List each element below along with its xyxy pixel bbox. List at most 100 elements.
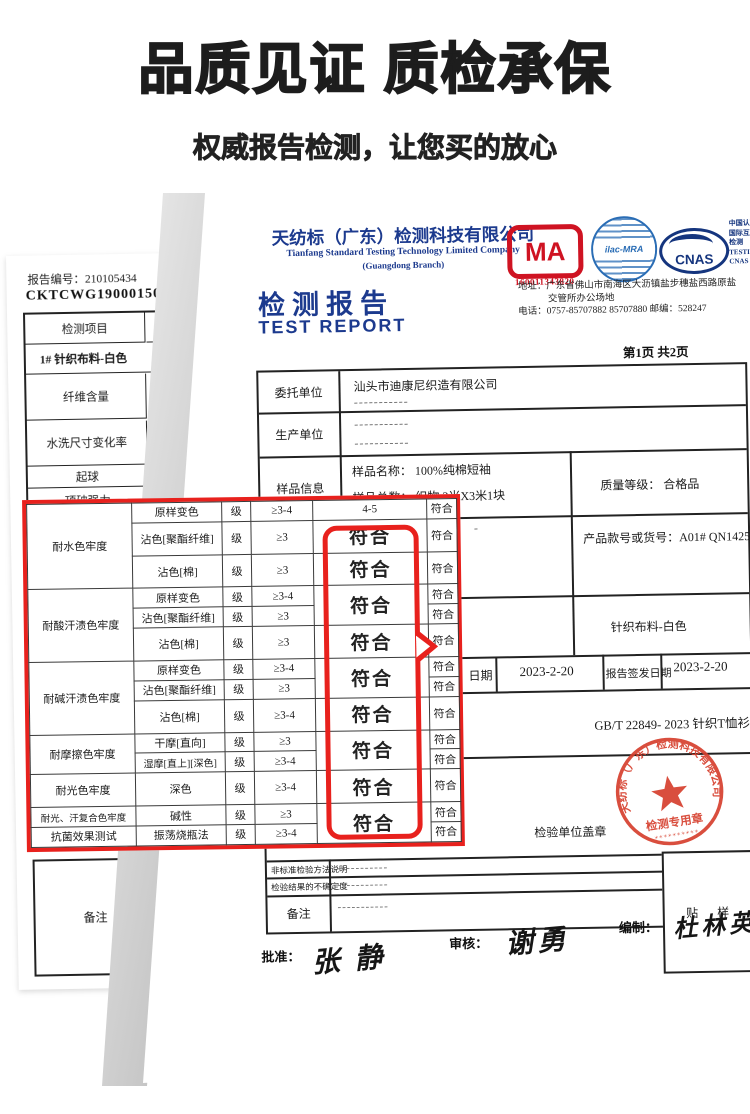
- unit: 级: [223, 626, 253, 660]
- fabric-value: 针织布料-白色: [610, 619, 687, 635]
- standard-req: ≥3: [253, 731, 317, 752]
- unit: 级: [225, 771, 255, 805]
- inspection-stamp: 天纺标（广东）检测科技有限公司 检测专用章 ＊＊＊＊＊＊＊＊＊＊: [606, 727, 734, 855]
- unit: 级: [224, 699, 254, 733]
- test-item: 沾色[聚酯纤维]: [134, 679, 225, 701]
- consign-dash: -----------: [353, 393, 409, 409]
- standard-req: ≥3-4: [251, 585, 315, 607]
- product-dash: -: [473, 520, 480, 535]
- accreditation-text: 中国认可 国际互认 检测 TESTING CNAS L9: [729, 219, 750, 267]
- standard-req: ≥3: [252, 605, 315, 627]
- verdict: 符合: [431, 821, 462, 842]
- standard-req: ≥3-4: [253, 698, 316, 732]
- verdict: 符合: [428, 603, 459, 625]
- front-remark-dash: -----------: [337, 900, 389, 914]
- verdict: 符合: [429, 676, 460, 697]
- test-item: 沾色[聚酯纤维]: [131, 521, 223, 556]
- test-result: 符合: [316, 769, 431, 804]
- report-code: CKTCWG19000150: [25, 286, 162, 304]
- stamp-note: 检验单位盖章: [534, 824, 607, 840]
- ilac-mra-logo-icon: ilac-MRA: [590, 215, 658, 283]
- unit: 级: [222, 586, 253, 608]
- front-report-table: 委托单位 汕头市迪康尼织造有限公司 ----------- 生产单位 -----…: [256, 362, 750, 974]
- nonstandard-dash: -----------: [336, 861, 389, 875]
- approve-label: 批准：: [261, 948, 301, 965]
- consign-label: 委托单位: [274, 384, 323, 400]
- test-item: 湿摩[直上][深色]: [135, 752, 226, 774]
- test-group: 耐碱汗渍色牢度: [28, 661, 135, 736]
- accred-line: 国际互认: [728, 228, 750, 237]
- date-label: 日期: [468, 668, 493, 683]
- stamp-dots: ＊＊＊＊＊＊＊＊＊＊: [654, 828, 699, 840]
- verdict: 符合: [427, 551, 458, 585]
- prepare-label: 编制：: [618, 919, 659, 936]
- consign-value: 汕头市迪康尼织造有限公司: [353, 377, 498, 394]
- test-item: 沾色[棉]: [134, 699, 225, 734]
- producer-label: 生产单位: [275, 426, 324, 442]
- verdict: 符合: [428, 656, 460, 677]
- report-number-value: 210105434: [84, 272, 137, 286]
- product-no: 产品款号或货号：A01# QN1425#: [583, 528, 750, 546]
- review-label: 审核：: [449, 935, 489, 952]
- pilling-label: 起球: [27, 465, 149, 489]
- cnas-logo-icon: CNAS: [658, 227, 730, 275]
- report-title-en: TEST REPORT: [258, 315, 407, 338]
- review-signature: 谢勇: [504, 924, 571, 961]
- col-header-item: 检测项目: [25, 312, 146, 345]
- verdict: 符合: [430, 768, 461, 803]
- verdict: 符合: [427, 583, 459, 605]
- standard-req: ≥3-4: [254, 770, 317, 805]
- fiber-label: 纤维含量: [26, 373, 147, 421]
- test-group: 耐酸汗渍色牢度: [27, 588, 134, 663]
- unit: 级: [226, 824, 256, 845]
- uncertainty-dash: -----------: [337, 878, 389, 892]
- test-item: 原样变色: [132, 587, 224, 609]
- stamp-star-icon: [651, 775, 688, 812]
- verdict: 符合: [428, 623, 459, 657]
- test-item: 深色: [135, 772, 226, 807]
- verdict: 符合: [429, 696, 460, 730]
- red-annotation-box: 耐水色牢度 原样变色 级 ≥3-4 4-5 符合 沾色[聚酯纤维] 级 ≥3 符…: [22, 494, 465, 853]
- cma-logo-icon: MA: [506, 223, 584, 280]
- test-result: 符合: [316, 802, 432, 844]
- standard-req: ≥3: [254, 803, 318, 825]
- verdict: 符合: [430, 801, 462, 822]
- unit: 级: [225, 751, 255, 773]
- accred-line: 中国认可: [728, 218, 750, 228]
- standard-req: ≥3: [251, 553, 314, 587]
- test-item: 振荡烧瓶法: [136, 824, 227, 847]
- phone-line: 电话：0757-85707882 85707880 邮编：528247: [518, 303, 707, 318]
- standard-req: ≥3-4: [254, 750, 317, 772]
- test-group: 耐摩擦色牢度: [29, 733, 136, 775]
- producer-dash1: -----------: [354, 415, 410, 431]
- test-result: 符合: [313, 551, 428, 586]
- test-group: 耐光、汗复合色牢度: [30, 806, 137, 828]
- unit: 级: [224, 679, 254, 700]
- unit: 级: [224, 731, 255, 753]
- test-item: 干摩[直向]: [134, 732, 226, 754]
- unit: 级: [222, 554, 252, 588]
- date-value: 2023-2-20: [519, 663, 574, 680]
- verdict: 符合: [430, 748, 461, 770]
- ilac-mra-label: ilac-MRA: [593, 240, 656, 258]
- test-group: 抗菌效果测试: [31, 826, 137, 848]
- verdict: 符合: [429, 729, 461, 750]
- unit: 级: [225, 804, 256, 825]
- accred-line: 检测: [728, 238, 744, 247]
- hero-section: 品质见证 质检承保 权威报告检测，让您买的放心: [0, 0, 750, 166]
- test-result: 符合: [315, 729, 431, 771]
- page-indicator: 第1页 共2页: [622, 345, 689, 361]
- test-item: 沾色[棉]: [133, 627, 224, 662]
- verdict: 符合: [426, 518, 458, 552]
- issue-value: 2023-2-20: [673, 658, 728, 675]
- sample-name: 样品名称： 100%纯棉短袖: [351, 462, 492, 479]
- page-title: 品质见证 质检承保: [137, 37, 612, 101]
- unit: 级: [221, 521, 252, 555]
- test-group: 耐水色牢度: [26, 503, 133, 590]
- test-item: 原样变色: [133, 659, 225, 681]
- test-result: 符合: [313, 584, 429, 626]
- test-item: 原样变色: [131, 501, 222, 523]
- test-result: 4-5: [312, 498, 427, 521]
- test-result: 符合: [314, 656, 430, 699]
- standard-req: ≥3: [250, 520, 314, 555]
